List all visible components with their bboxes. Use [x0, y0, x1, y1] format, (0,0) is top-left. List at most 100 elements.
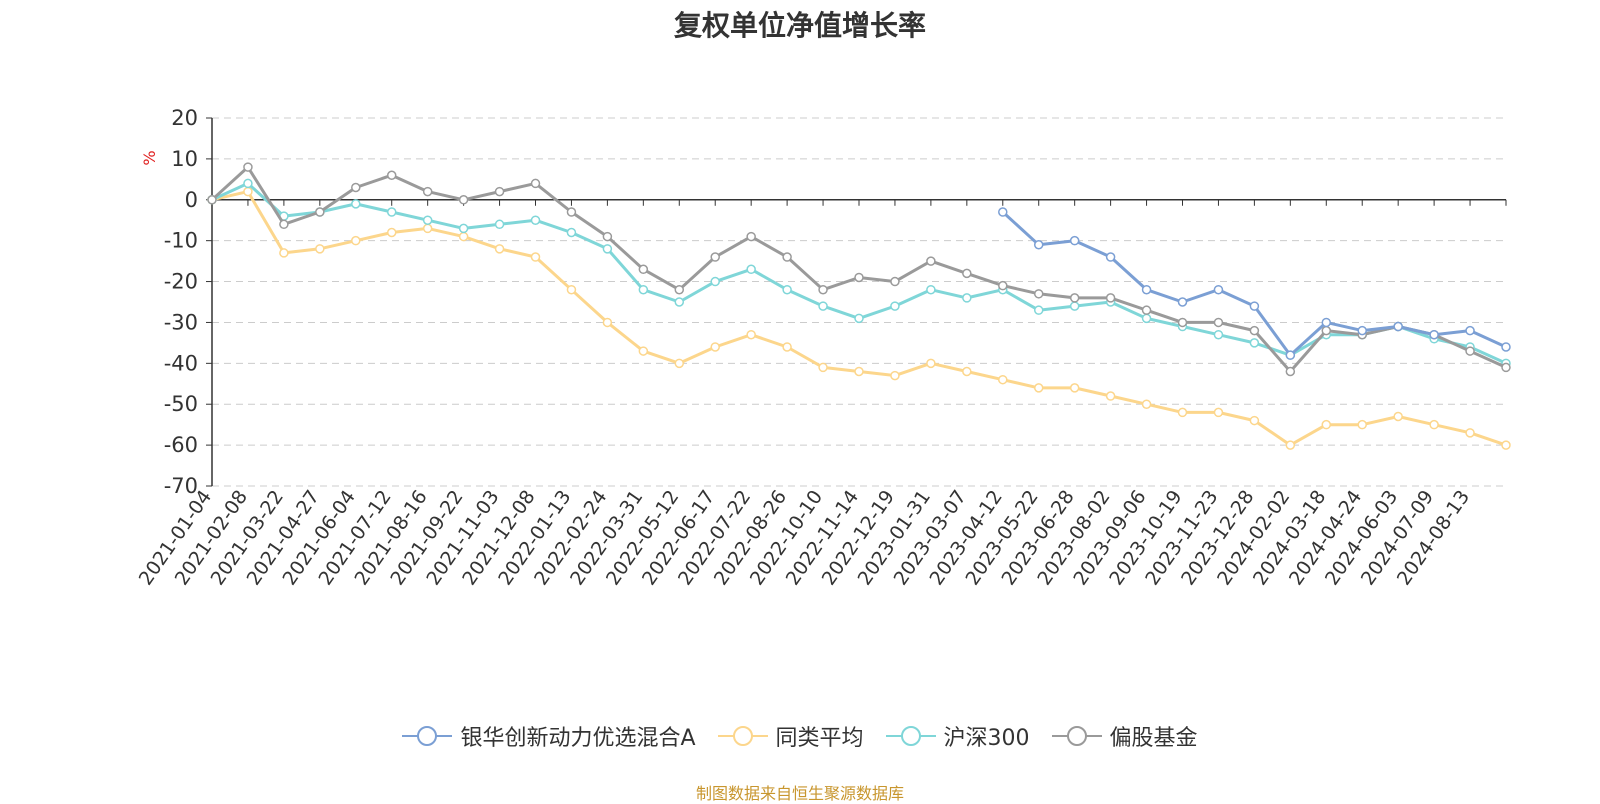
data-point: [351, 235, 361, 246]
y-tick-label: -60: [164, 433, 198, 457]
data-point: [782, 252, 792, 262]
data-point: [674, 297, 685, 307]
data-point: [890, 370, 900, 381]
data-point: [1033, 383, 1044, 393]
legend-item-csi300[interactable]: 沪深300: [885, 720, 1030, 752]
legend-marker-csi300: [885, 726, 936, 746]
data-point: [962, 268, 972, 279]
data-point: [566, 207, 577, 217]
data-point: [1069, 383, 1080, 393]
legend-item-fund[interactable]: 银华创新动力优选混合A: [402, 720, 696, 752]
data-point: [1141, 284, 1152, 295]
data-point: [962, 293, 972, 303]
legend-marker-equity-funds: [1051, 726, 1102, 746]
data-point: [746, 231, 756, 242]
data-point: [674, 358, 685, 369]
data-point: [926, 358, 936, 369]
data-point: [458, 231, 469, 242]
data-point: [962, 366, 972, 377]
source-note: 制图数据来自恒生聚源数据库: [695, 784, 904, 803]
data-point: [1033, 305, 1044, 315]
legend-item-peer-average[interactable]: 同类平均: [717, 720, 864, 752]
data-point: [422, 223, 433, 234]
data-point: [422, 186, 433, 197]
data-point: [1429, 329, 1439, 340]
legend-item-equity-funds[interactable]: 偏股基金: [1051, 720, 1198, 752]
data-point: [1465, 325, 1475, 336]
data-point: [1105, 252, 1116, 262]
data-point: [1321, 325, 1332, 336]
data-point: [854, 313, 864, 324]
data-point: [674, 284, 685, 295]
data-point: [602, 231, 613, 242]
data-point: [1177, 317, 1188, 328]
data-point: [1213, 317, 1224, 328]
data-point: [746, 329, 756, 340]
data-point: [1249, 415, 1260, 426]
series-line: [210, 165, 1508, 373]
data-point: [710, 276, 720, 287]
data-point: [494, 219, 505, 230]
data-point: [1465, 428, 1475, 438]
data-point: [782, 342, 792, 352]
data-point: [926, 284, 936, 295]
data-point: [1321, 317, 1332, 328]
y-tick-label: 0: [185, 188, 198, 212]
data-point: [279, 219, 289, 230]
data-point: [638, 346, 649, 356]
data-point: [1141, 399, 1152, 409]
data-point: [422, 215, 433, 225]
legend-label-csi300: 沪深300: [943, 726, 1030, 751]
y-tick-label: -30: [164, 310, 198, 334]
data-point: [1285, 350, 1296, 360]
data-point: [818, 362, 828, 373]
data-point: [890, 301, 900, 311]
legend-label-equity-funds: 偏股基金: [1109, 726, 1198, 751]
data-point: [998, 280, 1008, 291]
legend: 银华创新动力优选混合A 同类平均 沪深300 偏股基金: [0, 720, 1600, 752]
data-point: [1213, 407, 1224, 418]
data-point: [243, 162, 253, 172]
data-point: [710, 252, 720, 262]
line-chart: 20100-10-20-30-40-50-60-70%2021-01-04202…: [135, 106, 1511, 589]
data-point: [1249, 325, 1260, 336]
y-axis-label: %: [140, 150, 159, 165]
data-point: [1213, 329, 1224, 340]
data-point: [386, 170, 397, 180]
data-point: [530, 252, 541, 262]
data-point: [1141, 305, 1152, 315]
data-point: [602, 244, 613, 254]
y-tick-label: -40: [164, 351, 198, 375]
data-point: [494, 244, 505, 254]
data-point: [1141, 313, 1152, 324]
data-point: [854, 366, 864, 377]
data-point: [1213, 284, 1224, 295]
data-point: [566, 227, 577, 238]
data-point: [494, 186, 505, 197]
data-point: [207, 195, 217, 205]
data-point: [926, 256, 936, 266]
data-point: [386, 207, 397, 217]
data-point: [638, 284, 649, 295]
data-point: [243, 186, 253, 197]
legend-marker-fund: [402, 726, 453, 746]
data-point: [1285, 440, 1296, 450]
data-point: [315, 207, 325, 217]
data-point: [243, 178, 253, 189]
data-point: [1105, 391, 1116, 401]
data-point: [1249, 338, 1260, 348]
legend-marker-peer-average: [717, 726, 768, 746]
data-point: [890, 276, 900, 287]
data-point: [1177, 407, 1188, 418]
data-point: [854, 272, 864, 283]
data-point: [351, 182, 361, 193]
data-point: [1501, 342, 1511, 352]
data-point: [1069, 235, 1080, 246]
data-point: [1357, 325, 1367, 336]
data-point: [638, 264, 649, 275]
data-point: [386, 227, 397, 238]
data-point: [998, 374, 1008, 385]
data-point: [782, 284, 792, 295]
data-point: [1033, 240, 1044, 250]
data-point: [351, 199, 361, 209]
